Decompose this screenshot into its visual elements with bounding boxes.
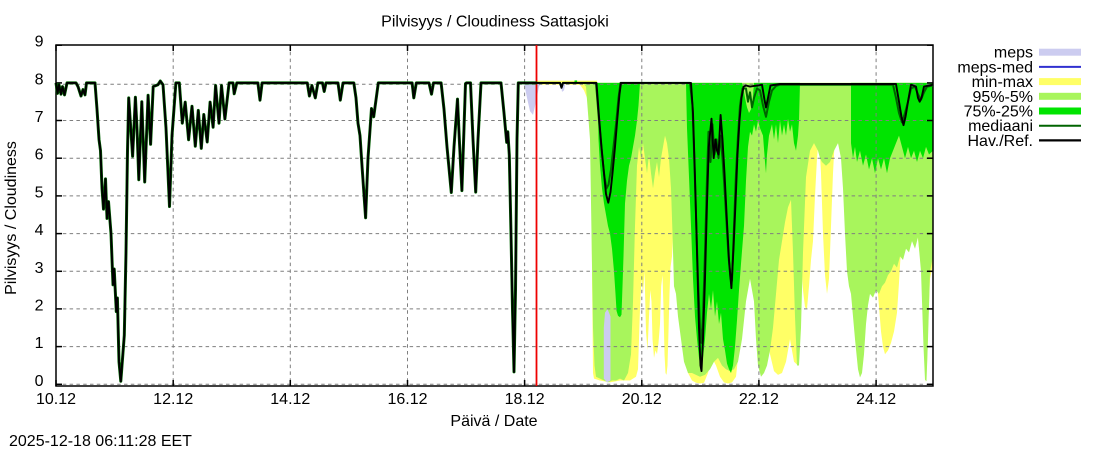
svg-text:6: 6: [35, 147, 44, 164]
svg-text:12.12: 12.12: [153, 391, 193, 408]
svg-text:3: 3: [35, 260, 44, 277]
svg-text:0: 0: [35, 373, 44, 390]
svg-text:4: 4: [35, 222, 44, 239]
svg-text:mediaani: mediaani: [968, 118, 1033, 135]
svg-text:5: 5: [35, 184, 44, 201]
svg-text:min-max: min-max: [972, 74, 1033, 91]
svg-text:meps-med: meps-med: [957, 59, 1033, 76]
svg-text:2025-12-18 06:11:28 EET: 2025-12-18 06:11:28 EET: [9, 433, 192, 450]
svg-text:Päivä / Date: Päivä / Date: [450, 413, 537, 430]
svg-text:1: 1: [35, 335, 44, 352]
svg-text:14.12: 14.12: [270, 391, 310, 408]
svg-text:22.12: 22.12: [739, 391, 779, 408]
svg-text:20.12: 20.12: [622, 391, 662, 408]
svg-text:16.12: 16.12: [387, 391, 427, 408]
svg-text:18.12: 18.12: [505, 391, 545, 408]
svg-text:Pilvisyys / Cloudiness: Pilvisyys / Cloudiness: [3, 141, 20, 295]
svg-text:75%-25%: 75%-25%: [964, 104, 1033, 121]
svg-text:9: 9: [35, 34, 44, 51]
svg-text:95%-5%: 95%-5%: [973, 89, 1033, 106]
svg-text:Hav./Ref.: Hav./Ref.: [968, 133, 1034, 150]
svg-text:10.12: 10.12: [36, 391, 76, 408]
svg-text:8: 8: [35, 71, 44, 88]
svg-text:meps: meps: [994, 45, 1033, 62]
svg-text:2: 2: [35, 297, 44, 314]
svg-text:Pilvisyys / Cloudiness Sattasj: Pilvisyys / Cloudiness Sattasjoki: [381, 14, 609, 31]
svg-text:24.12: 24.12: [856, 391, 896, 408]
svg-text:7: 7: [35, 109, 44, 126]
